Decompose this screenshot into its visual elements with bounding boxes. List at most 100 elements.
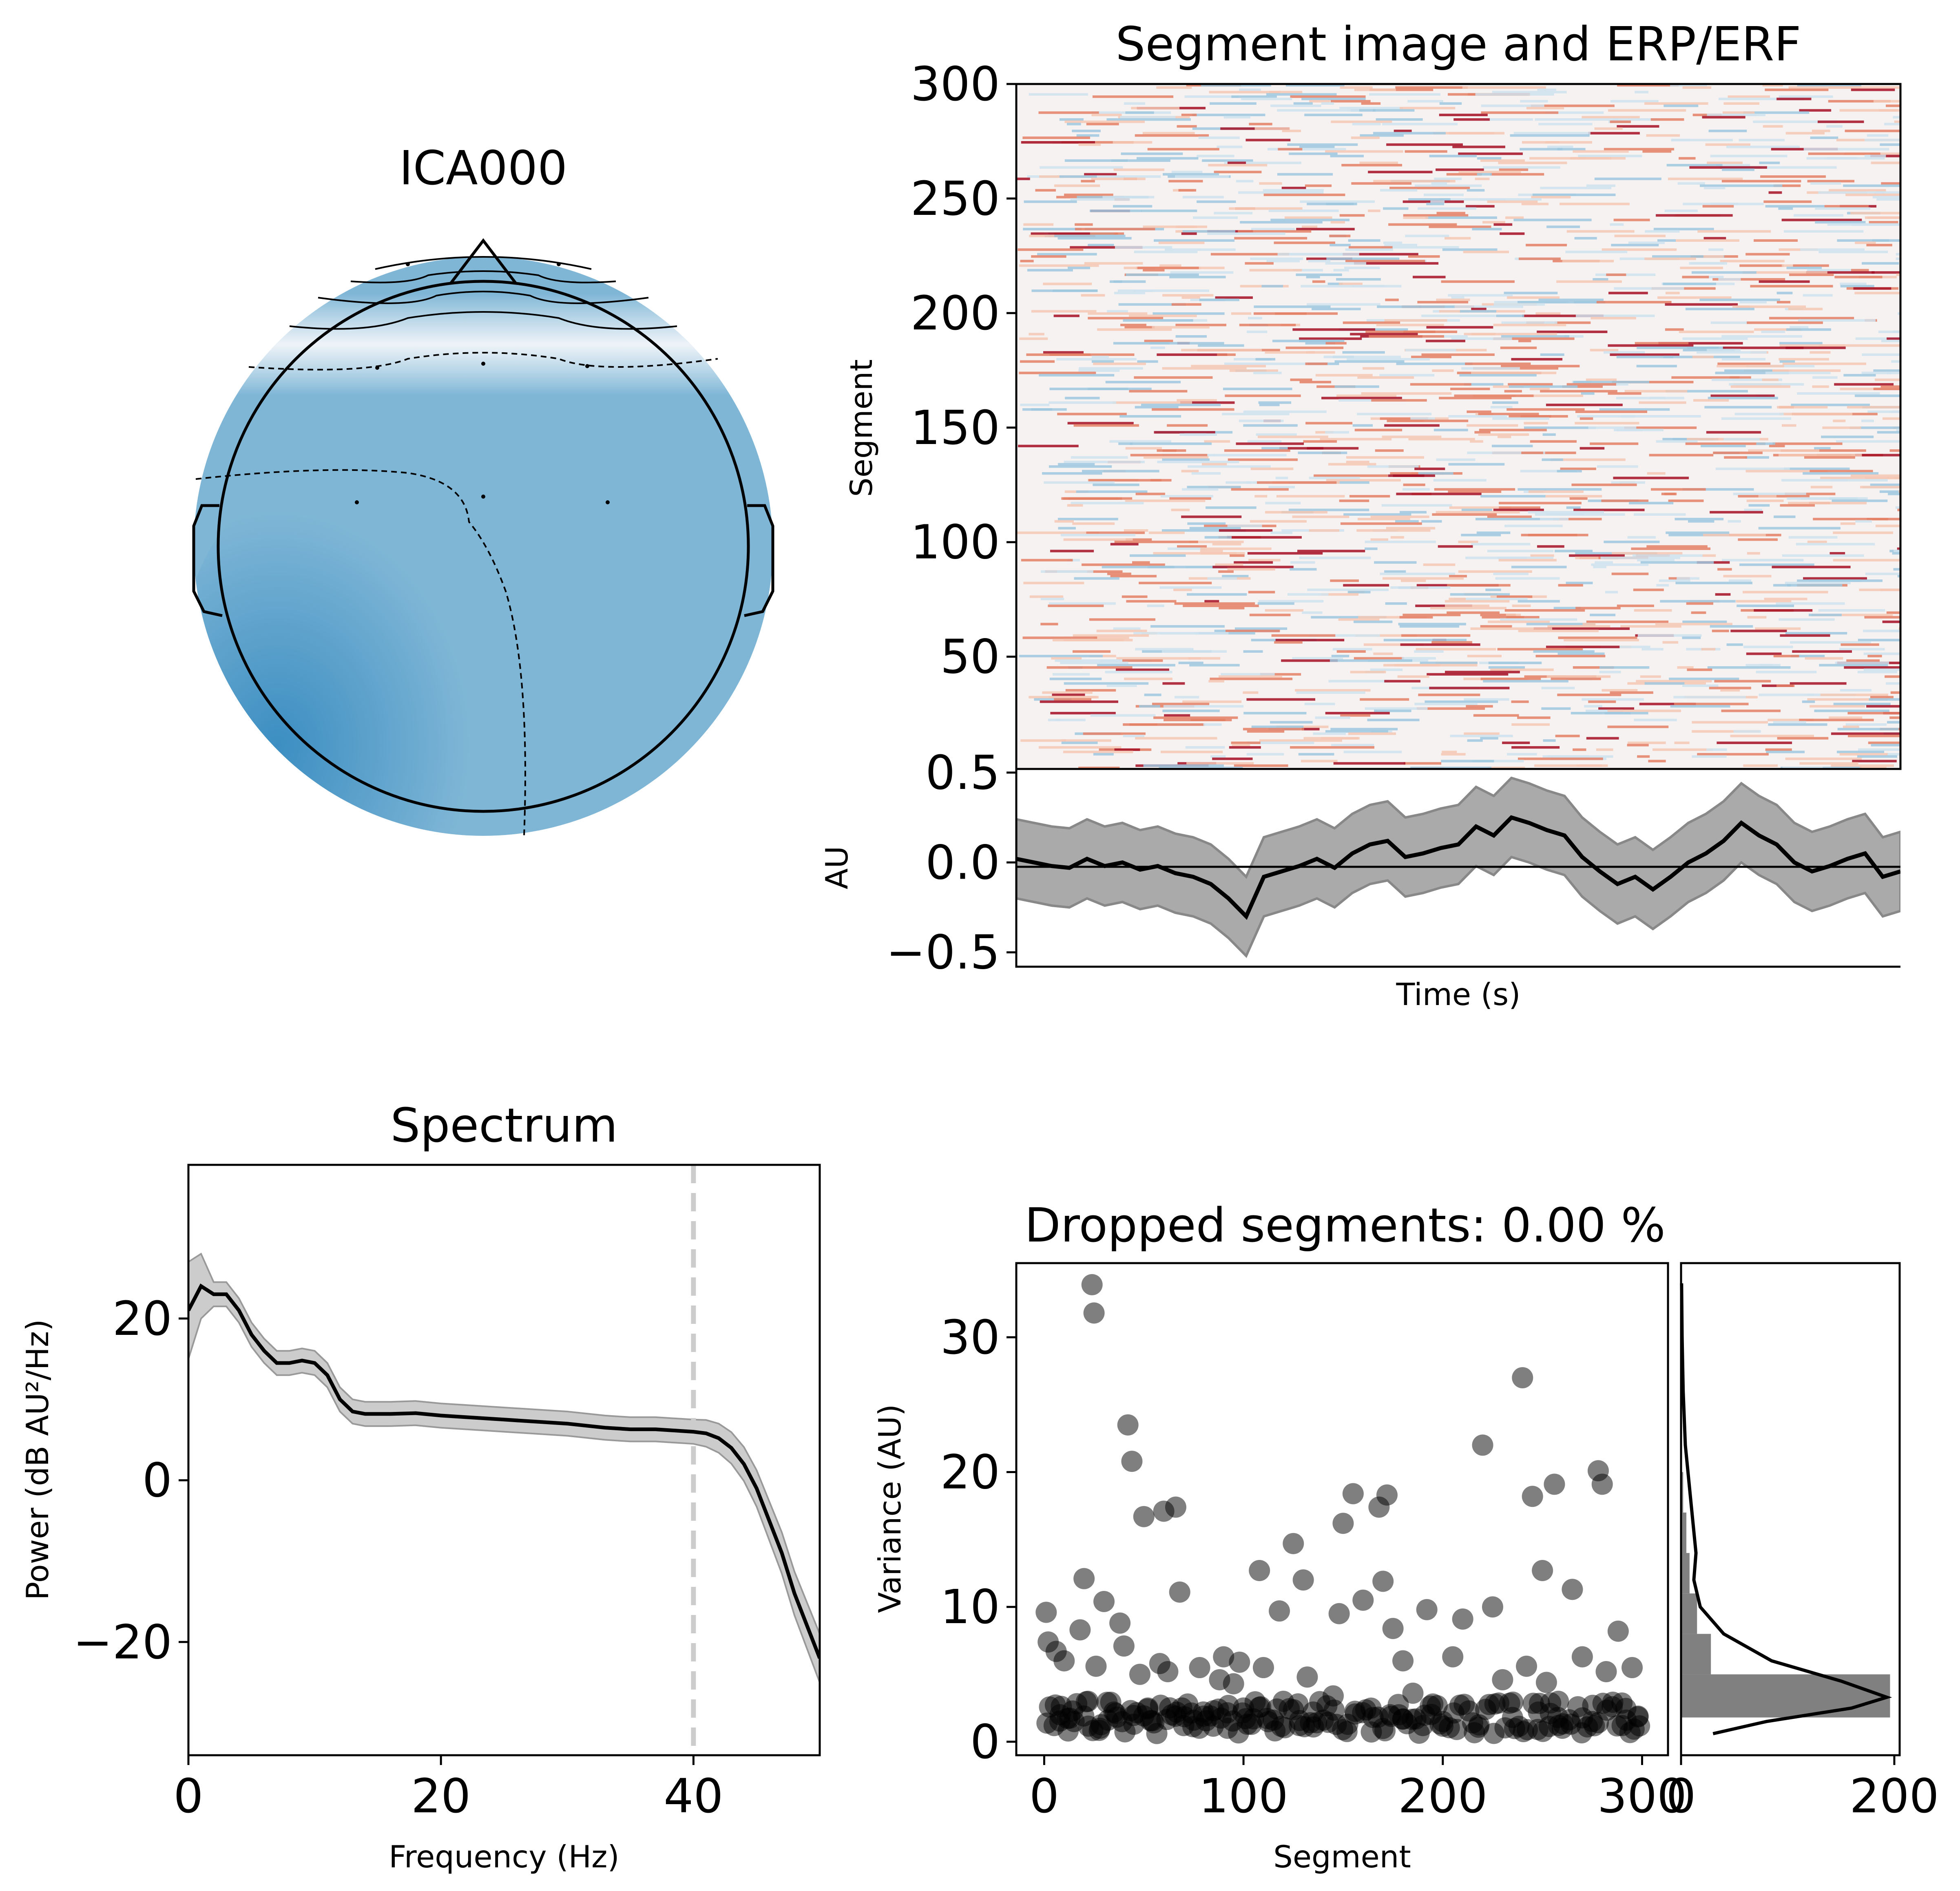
heatmap-cell <box>1506 614 1521 616</box>
heatmap-cell <box>1722 111 1755 114</box>
heatmap-cell <box>1175 324 1227 327</box>
heatmap-cell <box>1124 678 1172 680</box>
heatmap-cell <box>1354 429 1403 431</box>
heatmap-cell <box>1122 595 1148 598</box>
heatmap-cell <box>1490 406 1513 409</box>
heatmap-cell <box>1336 650 1366 653</box>
heatmap-cell <box>1164 714 1190 717</box>
heatmap-cell <box>1254 495 1268 498</box>
heatmap-cell <box>1106 118 1191 121</box>
topomap-head-outline <box>192 238 774 813</box>
heatmap-cell <box>1476 518 1560 521</box>
heatmap-cell <box>1529 157 1586 160</box>
heatmap-cell <box>1177 545 1207 548</box>
ytick-label: 250 <box>911 172 1000 226</box>
heatmap-cell <box>1499 501 1582 504</box>
heatmap-cell <box>1807 698 1888 701</box>
scatter-point <box>1093 1591 1115 1613</box>
heatmap-cell <box>1034 698 1072 701</box>
heatmap-cell <box>1554 550 1593 552</box>
heatmap-cell <box>1325 262 1366 265</box>
heatmap-cell <box>1425 216 1497 219</box>
heatmap-cell <box>1715 467 1790 470</box>
heatmap-cell <box>1243 650 1263 653</box>
heatmap-cell <box>1296 691 1365 694</box>
heatmap-cell <box>1021 141 1095 144</box>
heatmap-cell <box>1311 616 1387 619</box>
heatmap-cell <box>1706 748 1727 751</box>
nose-marker <box>449 238 517 285</box>
heatmap-cell <box>1716 164 1750 167</box>
heatmap-cell <box>1608 392 1641 395</box>
heatmap-cell <box>1293 102 1313 105</box>
heatmap-cell <box>1345 248 1393 251</box>
heatmap-cell <box>1637 347 1719 349</box>
erp-mean-line <box>1016 815 1900 920</box>
heatmap-cell <box>1566 581 1593 584</box>
heatmap-cell <box>1881 340 1900 342</box>
heatmap-cell <box>1887 337 1900 340</box>
heatmap-cell <box>1458 570 1532 573</box>
heatmap-cell <box>1580 447 1605 450</box>
heatmap-cell <box>1493 223 1513 226</box>
heatmap-cell <box>1744 508 1762 511</box>
heatmap-cell <box>1257 602 1294 605</box>
heatmap-cell <box>1219 529 1273 532</box>
spectrum-ylabel: Power (dB AU²/Hz) <box>20 1319 55 1600</box>
heatmap-cell <box>1535 655 1606 658</box>
heatmap-cell <box>1820 477 1900 479</box>
heatmap-cell <box>1810 486 1833 488</box>
heatmap-cell <box>1093 484 1139 486</box>
heatmap-cell <box>1682 684 1719 687</box>
heatmap-cell <box>1820 694 1889 696</box>
heatmap-cell <box>1351 182 1412 185</box>
heatmap-cell <box>1021 559 1073 561</box>
heatmap-cell <box>1807 541 1827 543</box>
heatmap-cell <box>1313 732 1346 735</box>
heatmap-cell <box>1067 504 1083 507</box>
heatmap-cell <box>1739 139 1785 141</box>
heatmap-cell <box>1586 737 1619 740</box>
heatmap-cell <box>1861 371 1891 374</box>
heatmap-cell <box>1266 93 1337 96</box>
spectrum-confidence-band <box>188 1253 820 1683</box>
heatmap-cell <box>1682 86 1712 89</box>
heatmap-cell <box>1601 645 1650 648</box>
heatmap-cell <box>1421 314 1496 317</box>
heatmap-cell <box>1834 276 1883 278</box>
heatmap-cell <box>1023 223 1054 226</box>
heatmap-cell <box>1624 390 1688 393</box>
erp-yticks: 0.50.0−0.5 <box>886 746 1016 980</box>
heatmap-cell <box>1610 691 1653 694</box>
heatmap-cell <box>1200 547 1272 550</box>
heatmap-cell <box>1467 655 1502 658</box>
heatmap-cell <box>1547 146 1573 148</box>
heatmap-cell <box>1181 515 1242 518</box>
heatmap-cell <box>1540 353 1564 356</box>
heatmap-cell <box>1546 225 1580 228</box>
heatmap-cell <box>1644 682 1685 685</box>
heatmap-cell <box>1473 714 1519 717</box>
heatmap-cell <box>1126 273 1199 276</box>
heatmap-cell <box>1822 426 1861 429</box>
heatmap-cell <box>1840 689 1872 692</box>
heatmap-cell <box>1675 518 1724 521</box>
heatmap-cell <box>1635 91 1649 93</box>
heatmap-cell <box>1794 214 1843 217</box>
heatmap-cell <box>1278 148 1303 150</box>
heatmap-cell <box>1590 442 1639 445</box>
spectrum-xlabel: Frequency (Hz) <box>389 1839 619 1875</box>
scatter-point <box>1292 1569 1314 1591</box>
heatmap-cell <box>1500 232 1525 235</box>
heatmap-cell <box>1467 739 1483 742</box>
heatmap-cell <box>1509 385 1578 388</box>
heatmap-cell <box>1546 675 1611 678</box>
heatmap-cell <box>1088 479 1162 482</box>
heatmap-cell <box>1369 88 1433 91</box>
heatmap-cell <box>1553 607 1581 610</box>
heatmap-cell <box>1339 214 1365 217</box>
heatmap-cell <box>1017 531 1099 534</box>
heatmap-cell <box>1852 223 1900 226</box>
heatmap-cell <box>1329 234 1351 237</box>
heatmap-cell <box>1790 326 1809 329</box>
